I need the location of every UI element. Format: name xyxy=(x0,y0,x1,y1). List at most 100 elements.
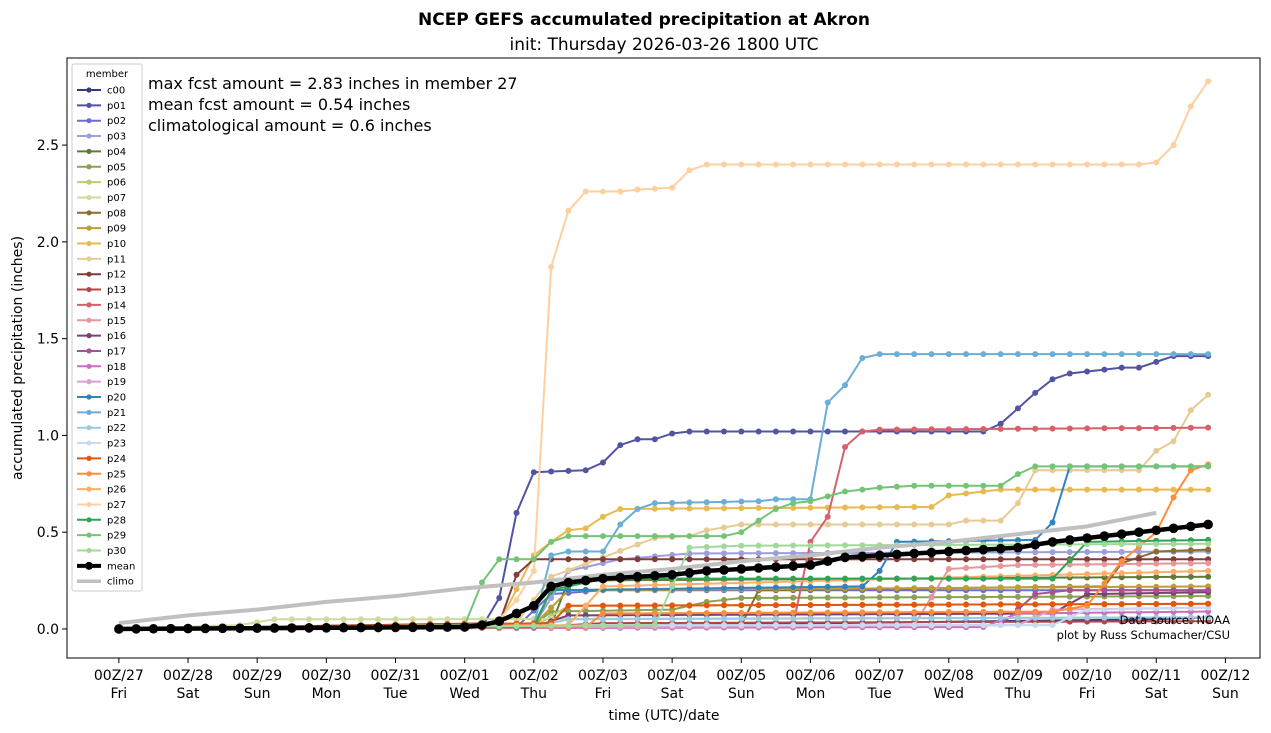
data-point-p26 xyxy=(1170,568,1177,575)
legend-marker-p08 xyxy=(86,210,92,216)
credit-source: Data source: NOAA xyxy=(1120,613,1230,627)
x-tick-label: 00Z/08 xyxy=(924,668,974,684)
data-point-p28 xyxy=(807,575,814,582)
data-point-p23 xyxy=(893,622,900,629)
x-tick-day-label: Sat xyxy=(177,686,200,702)
data-point-p20 xyxy=(772,584,779,591)
data-point-mean xyxy=(978,544,989,555)
data-point-p12 xyxy=(617,556,624,563)
data-point-p12 xyxy=(945,556,952,563)
data-point-mean xyxy=(459,622,470,632)
data-point-p26 xyxy=(634,582,641,589)
data-point-p01 xyxy=(513,509,520,516)
legend-label-p26: p26 xyxy=(107,485,126,496)
data-point-p21 xyxy=(634,505,641,512)
data-point-p01 xyxy=(772,428,779,435)
data-point-mean xyxy=(252,623,262,633)
data-point-p25 xyxy=(1049,608,1056,615)
data-point-p30 xyxy=(842,542,849,549)
data-point-p21 xyxy=(548,552,555,559)
data-point-p29 xyxy=(513,556,520,563)
data-point-p10 xyxy=(876,504,883,511)
annotation-climo: climatological amount = 0.6 inches xyxy=(148,116,432,135)
data-point-p10 xyxy=(1205,486,1212,493)
data-point-p23 xyxy=(1014,622,1021,629)
data-point-p29 xyxy=(738,529,745,536)
data-point-p20 xyxy=(790,584,797,591)
legend-marker-p09 xyxy=(86,225,92,231)
data-point-p09 xyxy=(893,585,900,592)
data-point-p10 xyxy=(651,505,658,512)
data-point-p22 xyxy=(634,616,641,623)
data-point-p27 xyxy=(669,184,676,191)
data-point-p27 xyxy=(530,567,537,574)
data-point-p23 xyxy=(790,622,797,629)
data-point-p23 xyxy=(807,622,814,629)
data-point-p21 xyxy=(859,355,866,361)
data-point-p30 xyxy=(530,622,537,629)
data-point-p11 xyxy=(772,521,779,528)
data-point-p01 xyxy=(530,469,537,476)
data-point-p25 xyxy=(651,610,658,617)
data-point-p21 xyxy=(1066,351,1073,358)
legend-label-p07: p07 xyxy=(107,193,126,204)
legend-label-mean: mean xyxy=(107,561,135,572)
data-point-mean xyxy=(529,600,539,611)
legend-marker-p04 xyxy=(86,148,92,154)
data-point-p11 xyxy=(807,521,814,528)
data-point-p29 xyxy=(824,493,831,500)
data-point-p10 xyxy=(980,488,987,495)
data-point-p15 xyxy=(928,594,935,601)
data-point-p01 xyxy=(1032,389,1039,396)
data-point-p22 xyxy=(1101,614,1108,621)
data-point-p27 xyxy=(893,161,900,168)
data-point-p27 xyxy=(790,161,797,168)
data-point-p11 xyxy=(790,521,797,528)
data-point-p23 xyxy=(1101,606,1108,613)
data-point-p28 xyxy=(738,575,745,582)
data-point-p25 xyxy=(824,609,831,616)
data-point-mean xyxy=(719,565,729,575)
data-point-p09 xyxy=(1032,584,1039,591)
data-point-p15 xyxy=(945,565,952,572)
data-point-p10 xyxy=(669,505,676,512)
data-point-p21 xyxy=(1205,351,1212,358)
data-point-p25 xyxy=(807,609,814,616)
x-tick-label: 00Z/07 xyxy=(855,668,905,684)
legend-marker-p01 xyxy=(86,102,92,108)
data-point-mean xyxy=(1013,542,1023,553)
data-point-p01 xyxy=(617,442,624,449)
data-point-p28 xyxy=(911,575,918,582)
data-point-p12 xyxy=(1135,556,1142,563)
data-point-p24 xyxy=(842,601,849,608)
data-point-p25 xyxy=(738,609,745,616)
data-point-p21 xyxy=(1084,351,1091,358)
series-climo xyxy=(118,510,1157,626)
data-point-p27 xyxy=(1187,103,1194,110)
data-point-p26 xyxy=(1205,567,1212,574)
data-point-p12 xyxy=(634,556,641,563)
data-point-p03 xyxy=(1049,549,1056,556)
data-point-p01 xyxy=(651,436,658,443)
data-point-p10 xyxy=(1032,486,1039,493)
data-point-p05 xyxy=(738,595,745,601)
data-point-p22 xyxy=(859,615,866,622)
data-point-p23 xyxy=(1066,614,1073,621)
data-point-mean xyxy=(1030,539,1041,550)
data-point-p05 xyxy=(945,594,952,601)
data-point-p10 xyxy=(599,513,606,520)
data-point-p27 xyxy=(1170,142,1177,149)
data-point-p11 xyxy=(876,521,883,528)
data-point-p09 xyxy=(1014,584,1021,591)
legend-label-p30: p30 xyxy=(107,546,126,557)
data-point-p07 xyxy=(375,616,382,623)
legend-marker-p24 xyxy=(86,455,92,461)
data-point-p07 xyxy=(288,616,295,623)
data-point-p29 xyxy=(496,556,503,563)
data-point-p27 xyxy=(582,188,589,195)
legend-marker-p03 xyxy=(86,133,92,139)
legend-label-p06: p06 xyxy=(107,178,126,189)
data-point-p28 xyxy=(945,575,952,582)
data-point-p17 xyxy=(1101,587,1108,594)
x-tick-label: 00Z/05 xyxy=(716,668,766,684)
